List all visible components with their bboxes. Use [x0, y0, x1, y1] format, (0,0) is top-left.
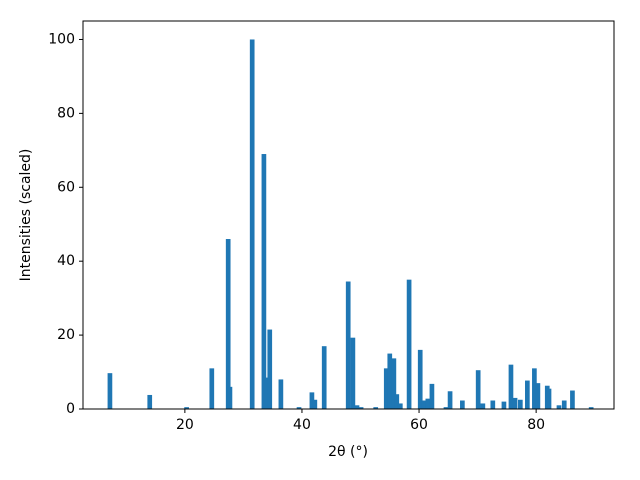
bar	[421, 400, 427, 409]
bar	[358, 407, 364, 409]
y-tick-label: 20	[57, 327, 75, 343]
bar	[525, 380, 530, 409]
bar	[397, 403, 403, 409]
bar	[309, 392, 315, 409]
bar	[184, 407, 189, 409]
y-tick-label: 60	[57, 179, 75, 195]
bar	[417, 349, 423, 409]
bar	[460, 400, 465, 409]
bar	[373, 407, 379, 409]
bar	[501, 401, 507, 409]
bar	[490, 400, 496, 409]
bar	[425, 398, 431, 409]
bar	[354, 405, 360, 409]
bar	[556, 405, 562, 409]
bar	[264, 377, 270, 409]
bar	[532, 368, 537, 409]
bar	[391, 358, 397, 409]
bar	[406, 279, 412, 409]
bar	[535, 383, 541, 409]
bar	[512, 397, 518, 409]
y-tick-label: 0	[66, 401, 75, 417]
bar	[249, 39, 255, 409]
bar	[345, 281, 351, 409]
bar	[443, 407, 449, 409]
y-axis-label: Intensities (scaled)	[18, 149, 34, 282]
x-axis-label: 2θ (°)	[328, 444, 368, 460]
y-tick-label: 80	[57, 105, 75, 121]
x-tick-label: 80	[527, 417, 545, 433]
bar	[107, 373, 113, 409]
bar	[296, 407, 302, 409]
bar	[387, 353, 393, 409]
bar	[278, 379, 284, 409]
y-tick-label: 100	[48, 31, 75, 47]
bar	[517, 399, 523, 409]
bar	[429, 383, 435, 409]
bar	[561, 400, 567, 409]
bar	[546, 388, 552, 409]
bar	[350, 337, 356, 409]
bar	[225, 239, 231, 409]
bar	[394, 394, 400, 409]
bar	[209, 368, 215, 409]
bar	[321, 346, 327, 409]
bar	[267, 329, 273, 409]
bar	[261, 154, 267, 409]
bar	[147, 394, 153, 409]
axes-frame	[82, 20, 615, 410]
bar	[480, 403, 486, 409]
bar	[447, 391, 453, 409]
bar	[588, 407, 594, 409]
x-tick-label: 20	[176, 417, 194, 433]
x-tick-label: 40	[293, 417, 311, 433]
bar	[383, 368, 389, 409]
bar	[227, 386, 233, 409]
bar	[570, 390, 575, 409]
bar	[312, 399, 318, 409]
y-tick-label: 40	[57, 253, 75, 269]
bar	[508, 364, 514, 409]
x-tick-label: 60	[410, 417, 428, 433]
bar	[475, 370, 481, 409]
